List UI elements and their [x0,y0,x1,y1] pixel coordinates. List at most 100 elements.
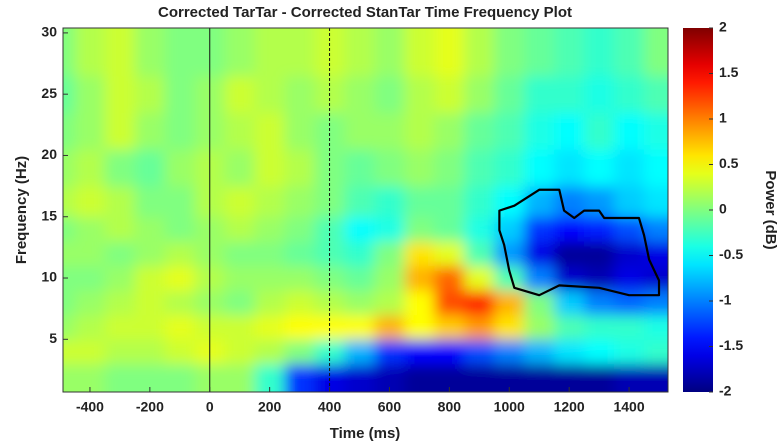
heat-cell [284,186,316,218]
heat-cell [74,241,106,267]
heat-cell [404,314,435,340]
heat-cell [224,265,256,291]
heat-cell [464,265,495,291]
heat-cell [164,216,196,242]
heat-cell [374,186,405,218]
x-tick-label: 800 [438,399,462,415]
heat-cell [104,314,136,340]
heat-cell [63,314,76,340]
heat-cell [404,112,435,150]
heat-cell [464,339,495,365]
heat-cell [344,265,375,291]
heat-cell [284,339,316,365]
plot-frame [62,27,669,393]
heat-cell [344,186,375,218]
heat-cell [224,363,256,392]
heat-cell [224,314,256,340]
heat-cell [374,265,405,291]
x-tick-label: 600 [378,399,402,415]
heat-cell [374,314,405,340]
heat-cell [104,339,136,365]
heat-cell [254,265,286,291]
heat-cell [254,314,286,340]
heat-cell [284,28,316,77]
chart-title: Corrected TarTar - Corrected StanTar Tim… [158,4,572,21]
heat-cell [644,314,668,340]
heat-cell [134,241,166,267]
heat-cell [584,28,615,77]
colorbar-tick-label: -2 [719,383,732,399]
heatmap [63,28,668,392]
heat-cell [284,241,316,267]
heat-cell [494,75,525,114]
heat-cell [104,363,136,392]
heat-cell [134,149,166,187]
heat-cell [524,241,555,267]
heat-cell [63,75,76,114]
heat-cell [644,265,668,291]
heat-cell [464,149,495,187]
heat-cell [74,265,106,291]
heat-cell [644,75,668,114]
heat-cell [63,28,76,77]
heat-cell [104,28,136,77]
heat-cell [554,290,585,316]
heat-cell [404,28,435,77]
heat-cell [554,314,585,340]
colorbar-tick-label: -1.5 [719,337,743,353]
heat-cell [344,149,375,187]
heat-cell [344,241,375,267]
heat-cell [134,186,166,218]
heat-cell [254,75,286,114]
heat-cell [404,339,435,365]
heat-cell [404,186,435,218]
heat-cell [434,265,465,291]
heat-cell [254,290,286,316]
significance-contour [498,188,661,297]
heat-cell [164,75,196,114]
heat-cell [614,28,645,77]
heat-cell [284,216,316,242]
heat-cell [284,290,316,316]
heat-cell [164,28,196,77]
heat-cell [494,112,525,150]
colorbar-tick-label: 0 [719,201,727,217]
heat-cell [644,363,668,392]
heat-cell [434,314,465,340]
heat-cell [224,149,256,187]
heat-cell [254,112,286,150]
heat-cell [644,339,668,365]
heat-cell [104,149,136,187]
heat-cell [524,339,555,365]
heat-cell [104,186,136,218]
heat-cell [464,75,495,114]
heat-cell [584,339,615,365]
heat-cell [614,314,645,340]
y-tick-label: 30 [41,24,57,40]
heat-cell [494,241,525,267]
heat-cell [224,216,256,242]
heat-cell [584,112,615,150]
heat-cell [134,290,166,316]
y-axis-label: Frequency (Hz) [13,156,30,264]
heat-cell [374,112,405,150]
heat-cell [464,241,495,267]
heat-cell [614,241,645,267]
heat-cell [344,75,375,114]
heat-cell [554,149,585,187]
heat-cell [134,265,166,291]
heat-cell [614,186,645,218]
heat-cell [494,28,525,77]
heat-cell [104,75,136,114]
heat-cell [63,339,76,365]
heat-cell [74,314,106,340]
heat-cell [164,149,196,187]
x-axis-label: Time (ms) [330,425,401,442]
heat-cell [404,290,435,316]
heat-cell [134,216,166,242]
heat-cell [224,241,256,267]
x-tick-label: 1200 [554,399,585,415]
heat-cell [164,112,196,150]
heat-cell [524,28,555,77]
heat-cell [524,112,555,150]
